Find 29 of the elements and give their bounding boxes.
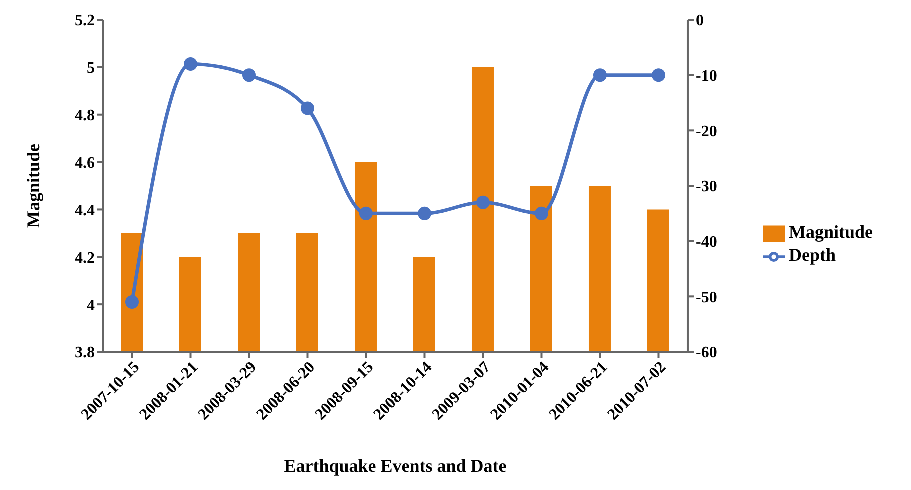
y2-tick-label: 0 bbox=[696, 12, 704, 30]
y2-tick-label: -50 bbox=[696, 289, 718, 306]
legend-label: Depth bbox=[788, 245, 836, 265]
y-tick-label: 4.8 bbox=[75, 108, 95, 125]
legend-label: Magnitude bbox=[788, 222, 873, 242]
point bbox=[476, 196, 490, 210]
point bbox=[593, 68, 607, 82]
y-tick-label: 4 bbox=[87, 297, 95, 314]
point bbox=[300, 102, 314, 116]
y-tick-label: 4.2 bbox=[75, 250, 95, 267]
point bbox=[126, 295, 139, 309]
y-tick-label: 4.6 bbox=[75, 154, 95, 172]
y-tick-label: 5.2 bbox=[75, 12, 95, 30]
point bbox=[359, 206, 373, 220]
y2-tick-label: -30 bbox=[696, 178, 718, 196]
x-axis-title: Earthquake Events and Date bbox=[284, 456, 507, 476]
point bbox=[242, 68, 256, 82]
y2-tick-label: -10 bbox=[696, 68, 718, 86]
y2-tick-label: -20 bbox=[696, 123, 718, 140]
y2-tick-label: -60 bbox=[696, 344, 718, 362]
y-tick-label: 3.8 bbox=[75, 344, 95, 362]
y2-tick-label: -40 bbox=[696, 234, 718, 252]
y-axis-title: Magnitude bbox=[23, 144, 44, 228]
y-tick-label: 4.4 bbox=[75, 202, 95, 220]
point bbox=[418, 206, 432, 220]
point bbox=[534, 206, 548, 220]
point bbox=[652, 68, 666, 82]
y-tick-label: 5 bbox=[87, 60, 95, 78]
point bbox=[184, 58, 198, 72]
